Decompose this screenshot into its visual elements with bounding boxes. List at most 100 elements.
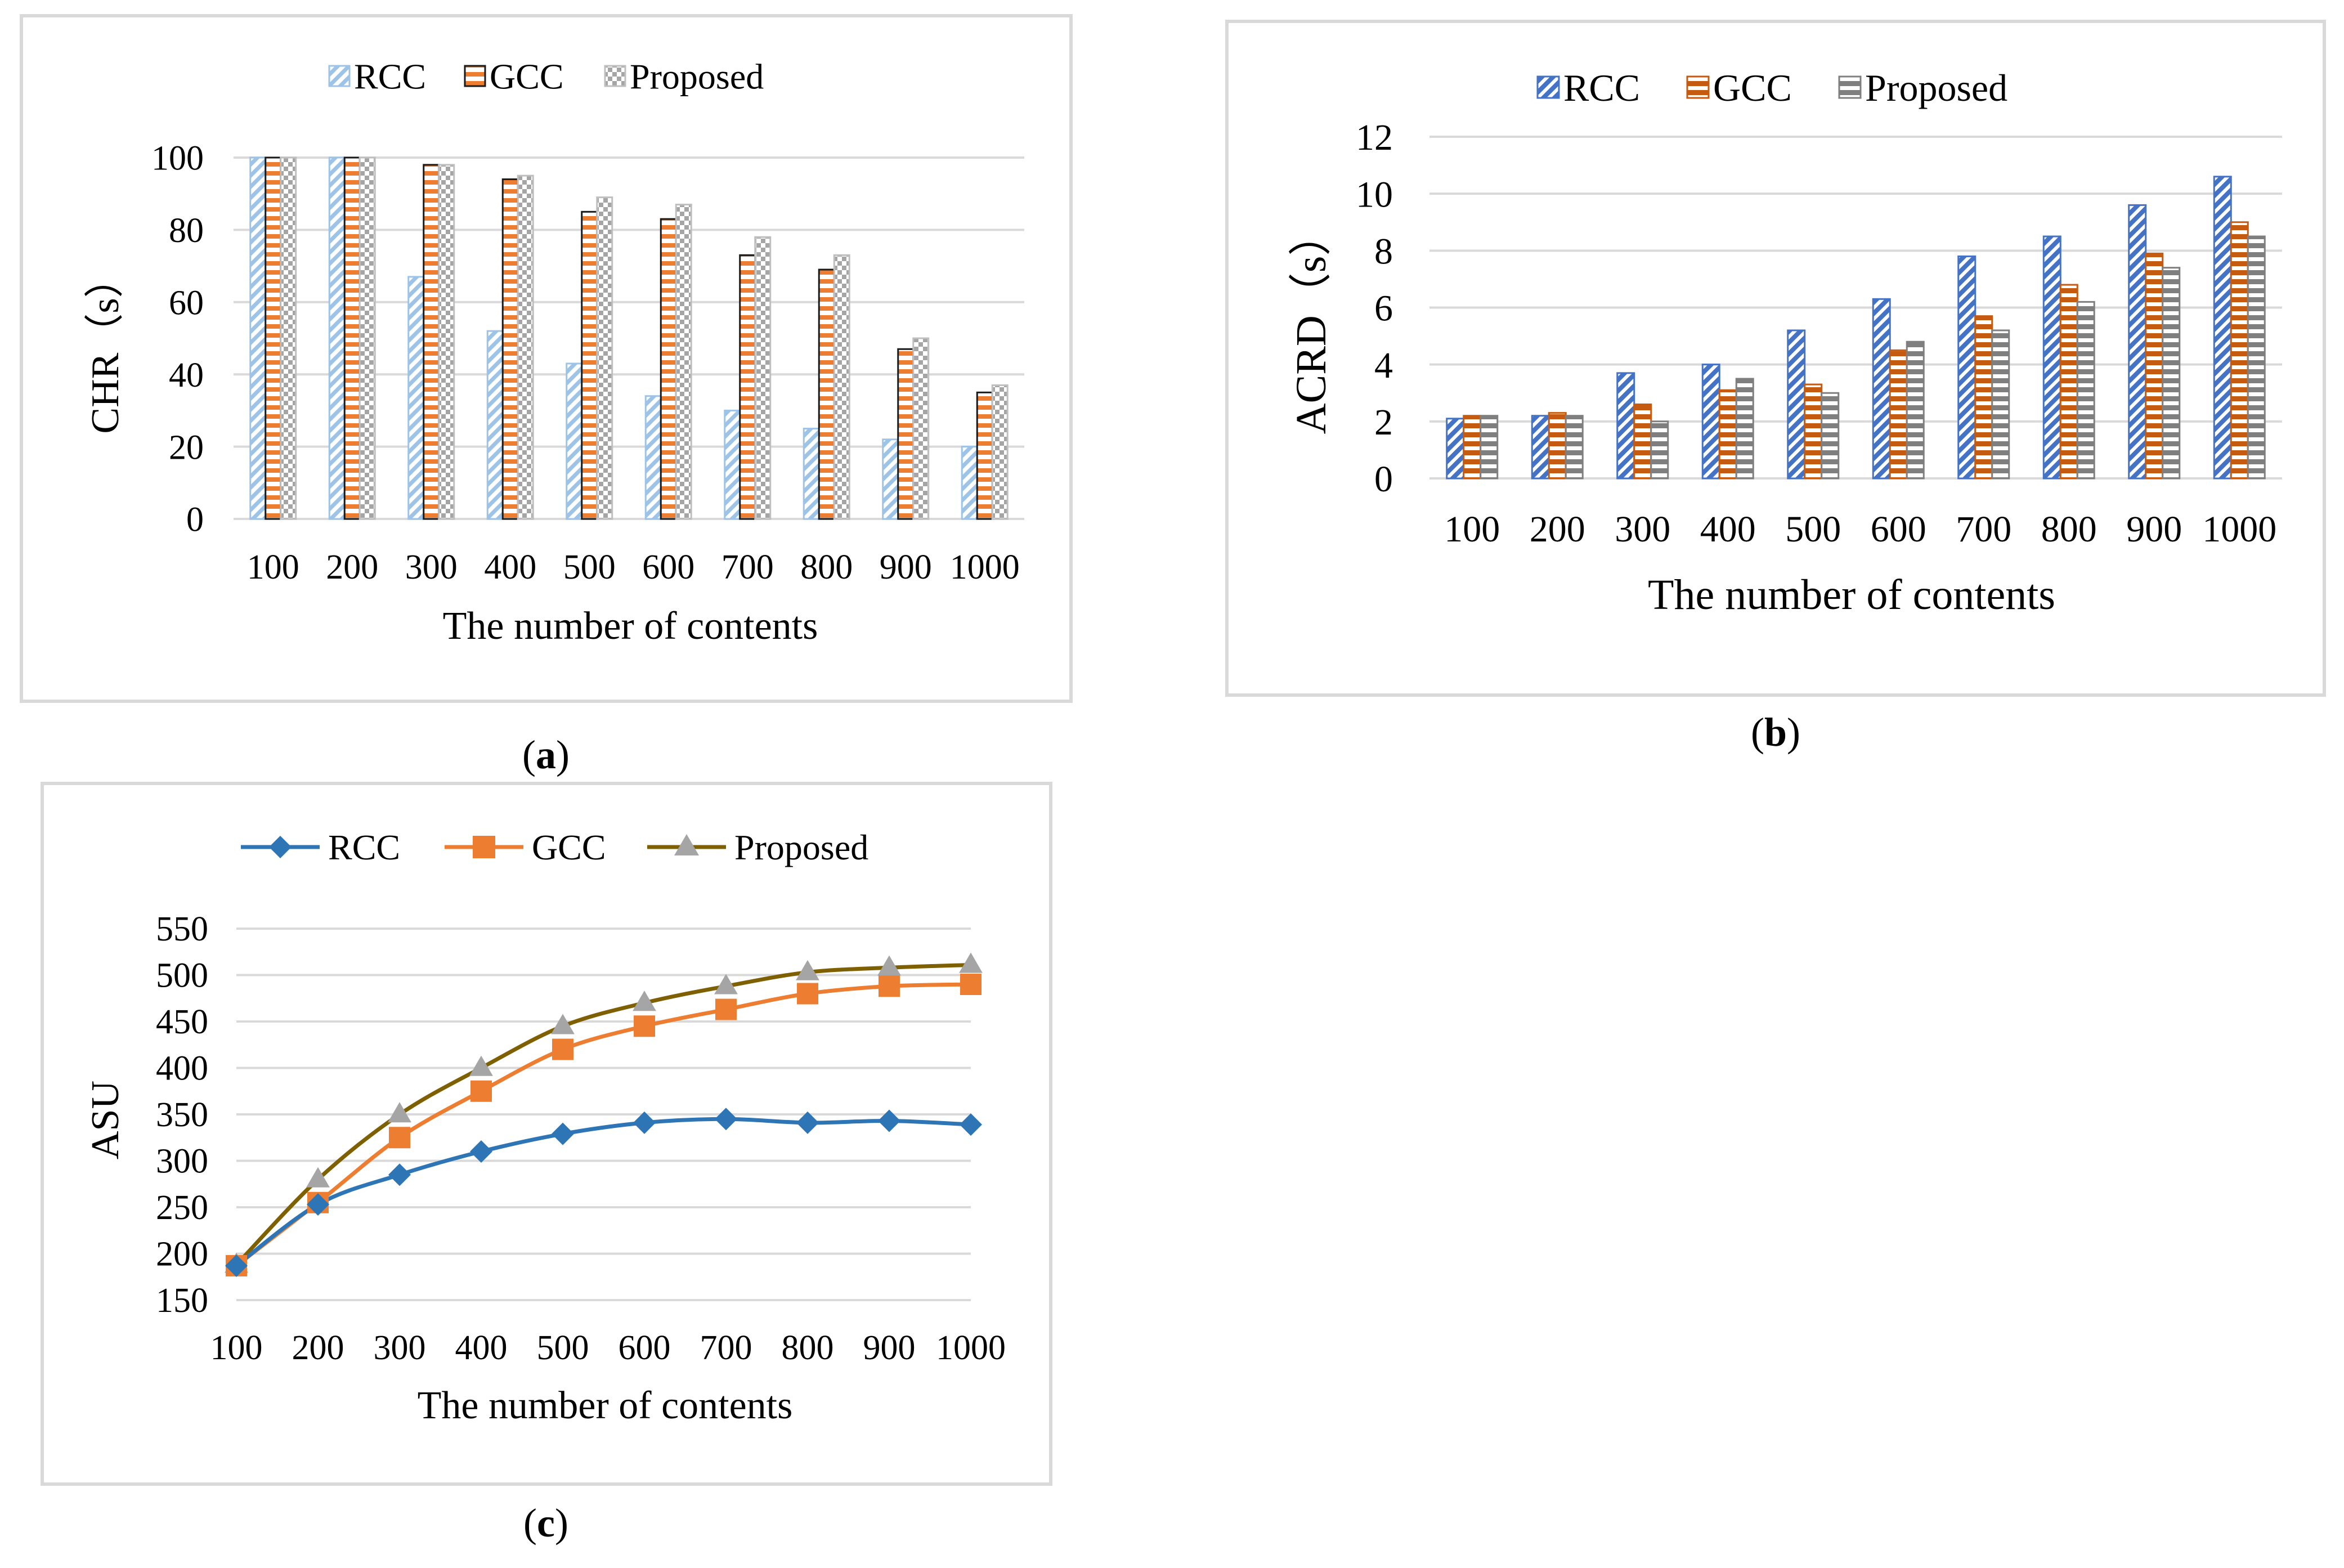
chart-c-point-rcc <box>307 1193 329 1216</box>
chart-a-bar-gcc <box>423 164 440 520</box>
chart-b-bar-proposed <box>1735 378 1754 480</box>
chart-a-bar-gcc <box>265 156 282 520</box>
chart-b-bar-rcc <box>1531 415 1550 480</box>
chart-b-bar-gcc <box>2145 252 2164 480</box>
chart-b-y-tick: 0 <box>1374 459 1393 500</box>
chart-b-bar-rcc <box>1616 372 1635 480</box>
chart-c-y-tick: 300 <box>156 1143 208 1181</box>
chart-b-x-tick: 600 <box>1871 509 1926 550</box>
chart-a-x-tick: 600 <box>642 548 694 586</box>
chart-c-point-rcc <box>715 1108 737 1131</box>
chart-b-bar-rcc <box>1701 364 1720 480</box>
chart-b-x-tick: 700 <box>1956 509 2011 550</box>
chart-a-bar-proposed <box>754 236 772 520</box>
chart-b-bar-gcc <box>1548 412 1567 480</box>
chart-c-frame <box>41 782 1052 1486</box>
chart-a-bar-gcc <box>343 156 361 520</box>
chart-c-x-ticks: 100 200 300 400 500 600 700 800 900 1000 <box>210 1329 1006 1367</box>
legend-swatch-proposed <box>1838 75 1862 99</box>
chart-b-bar-rcc <box>2128 204 2147 480</box>
caption-b: (b) <box>1751 710 1800 755</box>
chart-c-lines <box>225 952 983 1277</box>
chart-a-bar-proposed <box>517 174 534 520</box>
chart-b-x-tick: 100 <box>1444 509 1500 550</box>
chart-a-y-tick: 100 <box>151 140 204 178</box>
chart-a-bar-proposed <box>438 164 455 520</box>
chart-b-bar-proposed <box>1991 329 2010 480</box>
chart-c-y-ticks: 150 200 250 300 350 400 450 500 550 <box>156 910 208 1320</box>
chart-a-x-axis-title: The number of contents <box>443 604 818 648</box>
chart-a-bar-rcc <box>328 156 346 520</box>
chart-a-bar-gcc <box>660 218 677 520</box>
chart-b-x-tick: 300 <box>1615 509 1670 550</box>
chart-c-y-tick: 200 <box>156 1235 208 1274</box>
caption-c: (c) <box>523 1500 568 1545</box>
chart-a-bar-proposed <box>991 384 1009 520</box>
chart-b-y-ticks: 0 2 4 6 8 10 12 <box>1356 117 1393 500</box>
legend-marker-proposed <box>674 834 699 855</box>
chart-a-y-tick: 40 <box>169 356 204 395</box>
chart-a-bar-rcc <box>961 446 978 520</box>
legend-label-gcc: GCC <box>1713 66 1792 109</box>
chart-a-x-tick: 900 <box>880 548 932 586</box>
chart-b-y-tick: 12 <box>1356 117 1393 158</box>
chart-c-point-rcc <box>552 1122 574 1145</box>
chart-b-bar-rcc <box>2042 235 2061 480</box>
chart-b-y-tick: 8 <box>1374 231 1393 272</box>
chart-a-y-ticks: 0 20 40 60 80 100 <box>151 140 204 539</box>
chart-a-bar-rcc <box>486 330 504 520</box>
legend-marker-rcc <box>269 836 292 858</box>
chart-a-bar-proposed <box>833 254 850 520</box>
chart-c-gridlines <box>236 928 971 1301</box>
chart-c-point-gcc <box>797 983 818 1005</box>
chart-a-x-tick: 100 <box>247 548 299 586</box>
chart-c-point-proposed <box>714 974 738 994</box>
chart-c-point-gcc <box>715 998 737 1020</box>
chart-a-bar-proposed <box>358 156 376 520</box>
chart-c-y-tick: 400 <box>156 1050 208 1088</box>
legend-marker-gcc <box>473 836 495 858</box>
chart-c-point-proposed <box>469 1055 493 1076</box>
chart-a-bar-gcc <box>897 348 915 520</box>
legend-label-rcc: RCC <box>1563 66 1640 109</box>
chart-b-bar-gcc <box>1889 349 1908 480</box>
chart-a-y-axis-title: CHR（s） <box>84 258 127 433</box>
chart-b-x-tick: 900 <box>2126 509 2182 550</box>
chart-a-y-tick: 20 <box>169 428 204 467</box>
chart-c: 150 200 250 300 350 400 450 500 550 100 200 300 400… <box>41 782 1052 1486</box>
chart-b-bar-rcc <box>1787 329 1806 480</box>
chart-c-point-proposed <box>306 1167 330 1188</box>
chart-b-bar-gcc <box>1804 383 1823 480</box>
chart-a-bar-rcc <box>882 438 899 520</box>
chart-c-point-proposed <box>388 1102 411 1123</box>
chart-b-bar-rcc <box>1446 418 1465 480</box>
chart-b-y-tick: 2 <box>1374 402 1393 443</box>
chart-c-point-rcc <box>960 1113 982 1136</box>
chart-c-point-rcc <box>225 1254 248 1277</box>
chart-c-point-proposed <box>959 952 983 973</box>
chart-a-bar-proposed <box>912 337 930 520</box>
legend-swatch-proposed <box>604 65 626 87</box>
chart-b-x-tick: 200 <box>1530 509 1585 550</box>
chart-a-bar-rcc <box>407 276 425 520</box>
chart-c-x-tick: 100 <box>210 1329 263 1367</box>
chart-b-y-tick: 6 <box>1374 288 1393 329</box>
chart-c-y-tick: 450 <box>156 1003 208 1041</box>
chart-b-bar-gcc <box>2059 284 2078 480</box>
chart-c-line-proposed <box>235 962 971 1266</box>
chart-a-bar-rcc <box>644 395 662 520</box>
chart-b-bar-proposed <box>1821 392 1840 480</box>
chart-a-bar-rcc <box>724 409 741 520</box>
chart-a-x-tick: 400 <box>484 548 536 586</box>
chart-a-legend: RCC GCC Proposed <box>328 56 764 96</box>
legend-label-proposed: Proposed <box>630 56 764 96</box>
legend-label-rcc: RCC <box>354 56 426 96</box>
chart-b-bar-proposed <box>1565 415 1584 480</box>
chart-c-point-gcc <box>389 1127 410 1149</box>
legend-swatch-gcc <box>464 65 486 87</box>
chart-a-bar-gcc <box>501 178 519 520</box>
chart-c-point-proposed <box>796 960 819 980</box>
chart-a-bar-proposed <box>280 156 297 520</box>
chart-a-x-tick: 300 <box>405 548 458 586</box>
